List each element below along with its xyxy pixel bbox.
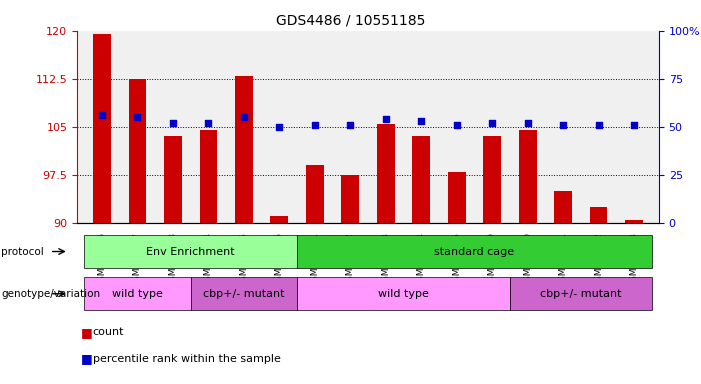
Bar	[128, 79, 147, 223]
Point	[486, 120, 498, 126]
Point	[380, 116, 391, 122]
Text: wild type: wild type	[378, 289, 429, 299]
FancyBboxPatch shape	[297, 235, 652, 268]
Bar	[271, 216, 288, 223]
Point	[416, 118, 427, 124]
Text: ■: ■	[81, 326, 93, 339]
Text: wild type: wild type	[112, 289, 163, 299]
FancyBboxPatch shape	[84, 277, 191, 310]
Bar	[306, 165, 324, 223]
Bar	[235, 76, 253, 223]
Text: count: count	[93, 327, 124, 337]
Point	[629, 122, 640, 128]
Bar	[519, 130, 536, 223]
Bar	[341, 175, 359, 223]
Text: GDS4486 / 10551185: GDS4486 / 10551185	[275, 13, 426, 27]
Point	[132, 114, 143, 120]
Point	[238, 114, 250, 120]
Point	[593, 122, 604, 128]
Point	[557, 122, 569, 128]
Bar	[412, 136, 430, 223]
Text: cbp+/- mutant: cbp+/- mutant	[540, 289, 622, 299]
Point	[203, 120, 214, 126]
Bar	[200, 130, 217, 223]
Text: protocol: protocol	[1, 247, 44, 257]
FancyBboxPatch shape	[297, 277, 510, 310]
Bar	[377, 124, 395, 223]
Bar	[590, 207, 608, 223]
Bar	[625, 220, 643, 223]
Text: genotype/variation: genotype/variation	[1, 289, 100, 299]
Text: percentile rank within the sample: percentile rank within the sample	[93, 354, 280, 364]
FancyBboxPatch shape	[84, 235, 297, 268]
FancyBboxPatch shape	[510, 277, 652, 310]
Bar	[483, 136, 501, 223]
Point	[273, 124, 285, 130]
Bar	[93, 34, 111, 223]
FancyBboxPatch shape	[191, 277, 297, 310]
Point	[522, 120, 533, 126]
Point	[345, 122, 356, 128]
Point	[168, 120, 179, 126]
Bar	[448, 172, 465, 223]
Point	[451, 122, 463, 128]
Point	[96, 112, 107, 118]
Bar	[554, 191, 572, 223]
Text: Env Enrichment: Env Enrichment	[147, 247, 235, 257]
Point	[309, 122, 320, 128]
Bar	[164, 136, 182, 223]
Text: ■: ■	[81, 353, 93, 366]
Text: standard cage: standard cage	[435, 247, 515, 257]
Text: cbp+/- mutant: cbp+/- mutant	[203, 289, 285, 299]
